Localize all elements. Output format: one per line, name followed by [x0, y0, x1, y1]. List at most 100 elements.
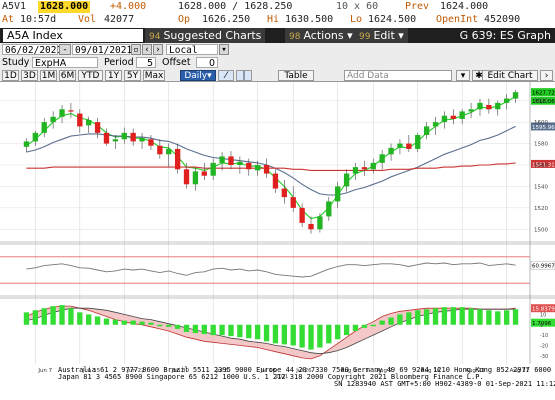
value-tag-text-ema_slow_value: 1561.318 — [532, 162, 555, 168]
edit-chart-button[interactable]: Edit Chart — [482, 70, 538, 81]
ticker-symbol: A5V1 — [2, 1, 27, 12]
candle-body — [263, 165, 270, 174]
histogram-bar — [486, 310, 492, 325]
candle-body — [174, 148, 181, 170]
histogram-bar — [272, 324, 279, 344]
macd-y-tick-label: -30 — [540, 354, 548, 360]
histogram-bar — [468, 308, 474, 325]
histogram-bar — [94, 316, 101, 325]
chevron-right-icon[interactable]: › — [540, 70, 553, 81]
oscillator-value-tag — [530, 260, 555, 270]
value-tag-last_price — [531, 88, 555, 97]
histogram-bar — [281, 324, 288, 345]
candle-body — [486, 105, 492, 110]
period-button-6m[interactable]: 6M — [59, 70, 76, 81]
y-tick-label: 1500 — [534, 227, 548, 233]
x-tick-label: Jul 16 — [260, 368, 277, 374]
period-label: Period — [104, 57, 134, 68]
next-arrow-icon[interactable]: › — [153, 44, 163, 55]
histogram-bar — [335, 324, 341, 340]
candle-body — [68, 110, 74, 112]
histogram-bar — [77, 312, 83, 325]
quote-time: 10:57d — [20, 14, 57, 25]
macd-value-tag — [531, 304, 555, 313]
study-select[interactable]: ExpHA — [32, 57, 98, 69]
candle-body — [352, 167, 359, 174]
candle-body — [459, 111, 465, 119]
macd-value-tag — [531, 318, 555, 327]
period-button-5y[interactable]: 5Y — [124, 70, 141, 81]
frequency-label: Daily — [184, 71, 208, 81]
candle-body — [468, 109, 474, 112]
candle-body — [388, 147, 394, 155]
open-label: Op — [178, 14, 191, 25]
histogram-bar — [228, 324, 234, 337]
chevron-down-icon: ▾ — [207, 71, 212, 81]
period-button-3d[interactable]: 3D — [21, 70, 38, 81]
period-button-1m[interactable]: 1M — [40, 70, 57, 81]
histogram-bar — [59, 305, 65, 325]
candle-body — [477, 102, 483, 110]
x-tick-label: Aug 31 — [510, 368, 530, 374]
histogram-bar — [32, 310, 39, 325]
value-tag-text-last_price: 1627.720 — [532, 91, 555, 97]
x-tick-label: Aug 3 — [341, 368, 357, 374]
candle-body — [41, 122, 47, 133]
candle-body — [512, 92, 519, 99]
period-button-max[interactable]: Max — [143, 70, 165, 81]
x-tick-label: Jun 7 — [37, 368, 52, 374]
edit-button[interactable]: 99 Edit ▾ — [355, 28, 408, 43]
price-change: +4.000 — [110, 1, 147, 12]
suggested-charts-number: 94 — [149, 32, 161, 42]
period-button-1y[interactable]: 1Y — [105, 70, 122, 81]
histogram-bar — [139, 321, 145, 325]
calendar-icon[interactable]: ▫ — [131, 44, 141, 55]
end-date-field[interactable]: 09/01/2021 — [72, 44, 132, 56]
value-tag-text-ema_fast_value: 1618.067 — [532, 99, 555, 105]
add-data-input[interactable]: Add Data — [344, 70, 452, 81]
candle-body — [432, 122, 439, 127]
table-button[interactable]: Table — [278, 70, 314, 81]
suggested-charts-button[interactable]: 94 Suggested Charts — [145, 28, 266, 43]
security-name[interactable]: A5A Index — [3, 29, 143, 42]
period-button-ytd[interactable]: YTD — [78, 70, 103, 81]
candle-body — [210, 162, 216, 176]
start-date-field[interactable]: 06/02/2021 — [2, 44, 62, 56]
candle-body — [450, 115, 456, 119]
histogram-bar — [406, 312, 412, 325]
period-button-1d[interactable]: 1D — [2, 70, 19, 81]
x-tick-label: Jun 22 — [126, 368, 144, 374]
candle-body — [130, 132, 136, 142]
histogram-bar — [254, 324, 261, 340]
candle-body — [166, 148, 172, 155]
chevron-down-icon[interactable]: ▾ — [456, 70, 470, 81]
candle-body — [254, 165, 261, 171]
edit-label: Edit — [373, 29, 395, 42]
line-style-icon[interactable]: ⁄ — [218, 70, 234, 81]
actions-button[interactable]: 98 Actions ▾ — [285, 28, 357, 43]
vol-label: Vol — [78, 14, 97, 25]
prev-arrow-icon[interactable]: ‹ — [142, 44, 152, 55]
y-tick-label: 1560 — [534, 163, 548, 169]
currency-select[interactable]: Local CCY — [166, 44, 218, 67]
histogram-bar — [23, 312, 30, 325]
price-chart[interactable]: 1627.720 1618.067 1595.967 1561.318 60.9967… — [0, 82, 555, 382]
histogram-bar — [495, 311, 501, 325]
bar-style-icon[interactable]: ∣ — [236, 70, 252, 81]
histogram-bar — [210, 324, 216, 336]
offset-input[interactable]: 0 — [196, 57, 218, 69]
frequency-select[interactable]: Daily▾ — [180, 70, 216, 81]
histogram-bar — [379, 320, 385, 325]
period-input[interactable]: 5 — [136, 57, 156, 69]
candle-body — [246, 162, 252, 170]
open-value: 1626.250 — [202, 14, 251, 25]
histogram-bar — [326, 324, 332, 344]
histogram-bar — [166, 324, 172, 327]
candle-body — [157, 145, 163, 155]
chevron-down-icon[interactable]: ▾ — [219, 44, 229, 55]
candle-body — [326, 201, 332, 217]
candle-body — [415, 135, 421, 149]
macd-y-tick-label: 10 — [540, 312, 546, 318]
low-label: Lo — [350, 14, 363, 25]
value-tag-ema_slow_value — [531, 159, 555, 168]
